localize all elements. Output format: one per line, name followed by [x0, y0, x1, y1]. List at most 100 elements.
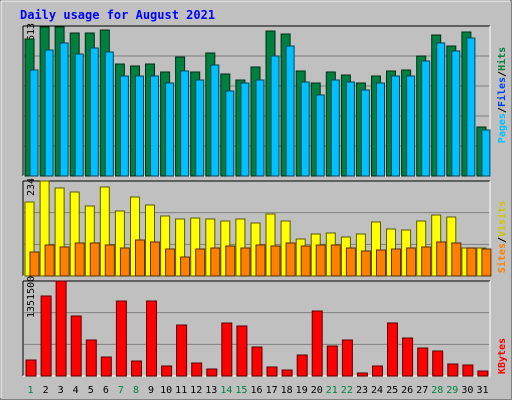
- x-tick-label: 25: [386, 385, 398, 396]
- x-tick-label: 26: [401, 385, 413, 396]
- bar-pages-day-27: [421, 60, 431, 177]
- bar-kbytes-day-3: [55, 280, 67, 377]
- ylabel-visits: 234: [26, 178, 37, 196]
- bar-sites-day-30: [466, 247, 477, 277]
- bar-pages-day-1: [29, 69, 39, 177]
- bar-pages-day-7: [119, 75, 129, 177]
- bar-kbytes-day-8: [131, 360, 142, 377]
- legend-visits-label: Visits: [496, 201, 508, 237]
- bar-sites-day-25: [391, 248, 401, 277]
- bars-hits: [24, 26, 491, 177]
- bar-kbytes-day-25: [387, 322, 398, 377]
- bar-kbytes-day-21: [326, 345, 338, 377]
- bar-pages-day-30: [466, 37, 476, 177]
- bar-sites-day-23: [360, 250, 371, 277]
- legend-sep: /: [497, 107, 508, 113]
- x-tick-label: 17: [266, 385, 278, 396]
- x-tick-label: 8: [133, 385, 139, 396]
- bar-kbytes-day-16: [251, 346, 263, 377]
- bar-sites-day-19: [300, 245, 311, 277]
- bar-sites-day-6: [104, 244, 115, 277]
- panel-visits: 234 Sites/Visits: [22, 178, 508, 277]
- bar-pages-day-8: [135, 75, 144, 177]
- bar-sites-day-1: [29, 251, 40, 277]
- legend-hits-label: Hits: [496, 47, 508, 71]
- max-label-kbytes: 1351500: [26, 276, 37, 318]
- bar-sites-day-10: [165, 248, 176, 277]
- x-tick-label: 4: [73, 385, 79, 396]
- bar-pages-day-4: [74, 53, 84, 177]
- x-tick-label: 21: [326, 385, 338, 396]
- x-tick-label: 3: [58, 385, 64, 396]
- bar-pages-day-19: [300, 81, 310, 177]
- bar-pages-day-17: [270, 55, 280, 177]
- bar-kbytes-day-17: [266, 366, 278, 377]
- legend-kbytes-label: KBytes: [497, 338, 508, 374]
- bar-kbytes-day-15: [236, 325, 248, 377]
- x-tick-label: 5: [88, 385, 94, 396]
- bar-pages-day-10: [165, 82, 175, 177]
- bar-sites-day-21: [330, 244, 341, 277]
- bar-kbytes-day-12: [191, 362, 203, 377]
- bar-sites-day-9: [150, 241, 160, 277]
- bar-sites-day-11: [180, 256, 191, 277]
- x-tick-label: 28: [431, 385, 443, 396]
- legend-sep: /: [497, 237, 508, 243]
- bar-kbytes-day-30: [462, 364, 474, 377]
- bar-pages-day-9: [150, 75, 159, 177]
- ylabel-kbytes: 1351500: [26, 276, 37, 318]
- bar-kbytes-day-1: [25, 359, 37, 377]
- bar-kbytes-day-9: [146, 300, 157, 377]
- legend-sep: /: [497, 71, 508, 77]
- bar-sites-day-15: [240, 247, 251, 277]
- bars-kbytes: [25, 280, 489, 377]
- bar-kbytes-day-6: [100, 356, 112, 377]
- bar-pages-day-23: [360, 89, 370, 177]
- bar-kbytes-day-26: [402, 337, 414, 377]
- x-tick-label: 30: [461, 385, 473, 396]
- x-tick-label: 20: [311, 385, 323, 396]
- bar-sites-day-18: [285, 242, 296, 277]
- bar-sites-day-31: [481, 248, 492, 277]
- bar-sites-day-8: [135, 239, 145, 277]
- bar-sites-day-7: [119, 247, 130, 277]
- ylabel-hits: 1613: [26, 23, 37, 47]
- bar-pages-day-26: [406, 75, 416, 177]
- bar-kbytes-day-11: [176, 324, 188, 377]
- bar-sites-day-24: [376, 249, 386, 277]
- x-tick-label: 15: [235, 385, 247, 396]
- bar-sites-day-29: [451, 242, 462, 277]
- bar-kbytes-day-24: [372, 365, 383, 377]
- bar-pages-day-18: [285, 45, 295, 177]
- bar-pages-day-3: [59, 42, 69, 177]
- x-tick-label: 6: [103, 385, 109, 396]
- bar-pages-day-31: [481, 129, 491, 177]
- bar-sites-day-13: [210, 247, 221, 277]
- bar-kbytes-day-28: [432, 350, 444, 377]
- panel-hits: 1613 Pages/Files/Hits: [22, 23, 508, 177]
- bar-pages-day-24: [376, 82, 385, 177]
- bar-pages-day-20: [315, 94, 325, 177]
- bar-pages-day-14: [225, 90, 235, 177]
- legend-files: Files: [496, 77, 508, 107]
- bar-pages-day-6: [104, 51, 114, 177]
- x-tick-label: 19: [296, 385, 308, 396]
- x-tick-label: 22: [341, 385, 353, 396]
- legend-pages: Pages: [497, 113, 508, 143]
- x-tick-label: 18: [281, 385, 293, 396]
- max-label-hits: 1613: [26, 23, 37, 47]
- bar-sites-day-27: [421, 246, 432, 277]
- bar-kbytes-day-22: [341, 339, 353, 377]
- legend-sites: Sites: [496, 243, 508, 273]
- x-tick-label: 7: [118, 385, 124, 396]
- bar-sites-day-26: [406, 247, 417, 277]
- bar-pages-day-2: [44, 49, 54, 177]
- bar-kbytes-day-14: [221, 322, 233, 377]
- x-tick-label: 14: [220, 385, 232, 396]
- x-tick-label: 31: [476, 385, 488, 396]
- bar-sites-day-17: [270, 245, 281, 277]
- bar-kbytes-day-4: [70, 315, 82, 377]
- bar-kbytes-day-29: [447, 363, 459, 377]
- bar-pages-day-22: [345, 81, 355, 177]
